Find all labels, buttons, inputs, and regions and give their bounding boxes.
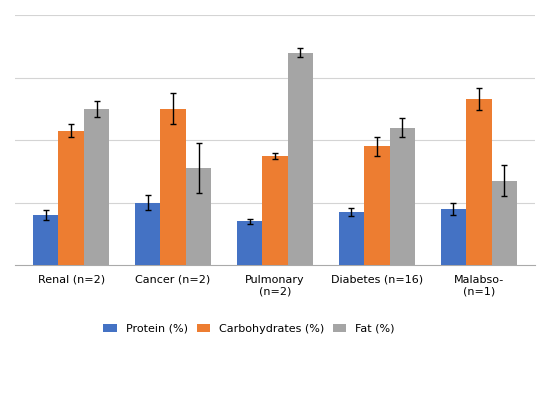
Bar	[33, 215, 58, 265]
Bar	[236, 221, 262, 265]
Bar	[288, 52, 314, 265]
Bar	[492, 181, 517, 265]
Bar	[84, 109, 109, 265]
Bar	[262, 156, 288, 265]
Bar	[466, 100, 492, 265]
Bar	[339, 212, 364, 265]
Bar	[58, 131, 84, 265]
Bar	[364, 146, 390, 265]
Bar	[135, 202, 160, 265]
Bar	[390, 128, 415, 265]
Bar	[186, 168, 211, 265]
Bar	[160, 109, 186, 265]
Bar	[441, 209, 466, 265]
Legend: Protein (%), Carbohydrates (%), Fat (%): Protein (%), Carbohydrates (%), Fat (%)	[98, 318, 400, 339]
